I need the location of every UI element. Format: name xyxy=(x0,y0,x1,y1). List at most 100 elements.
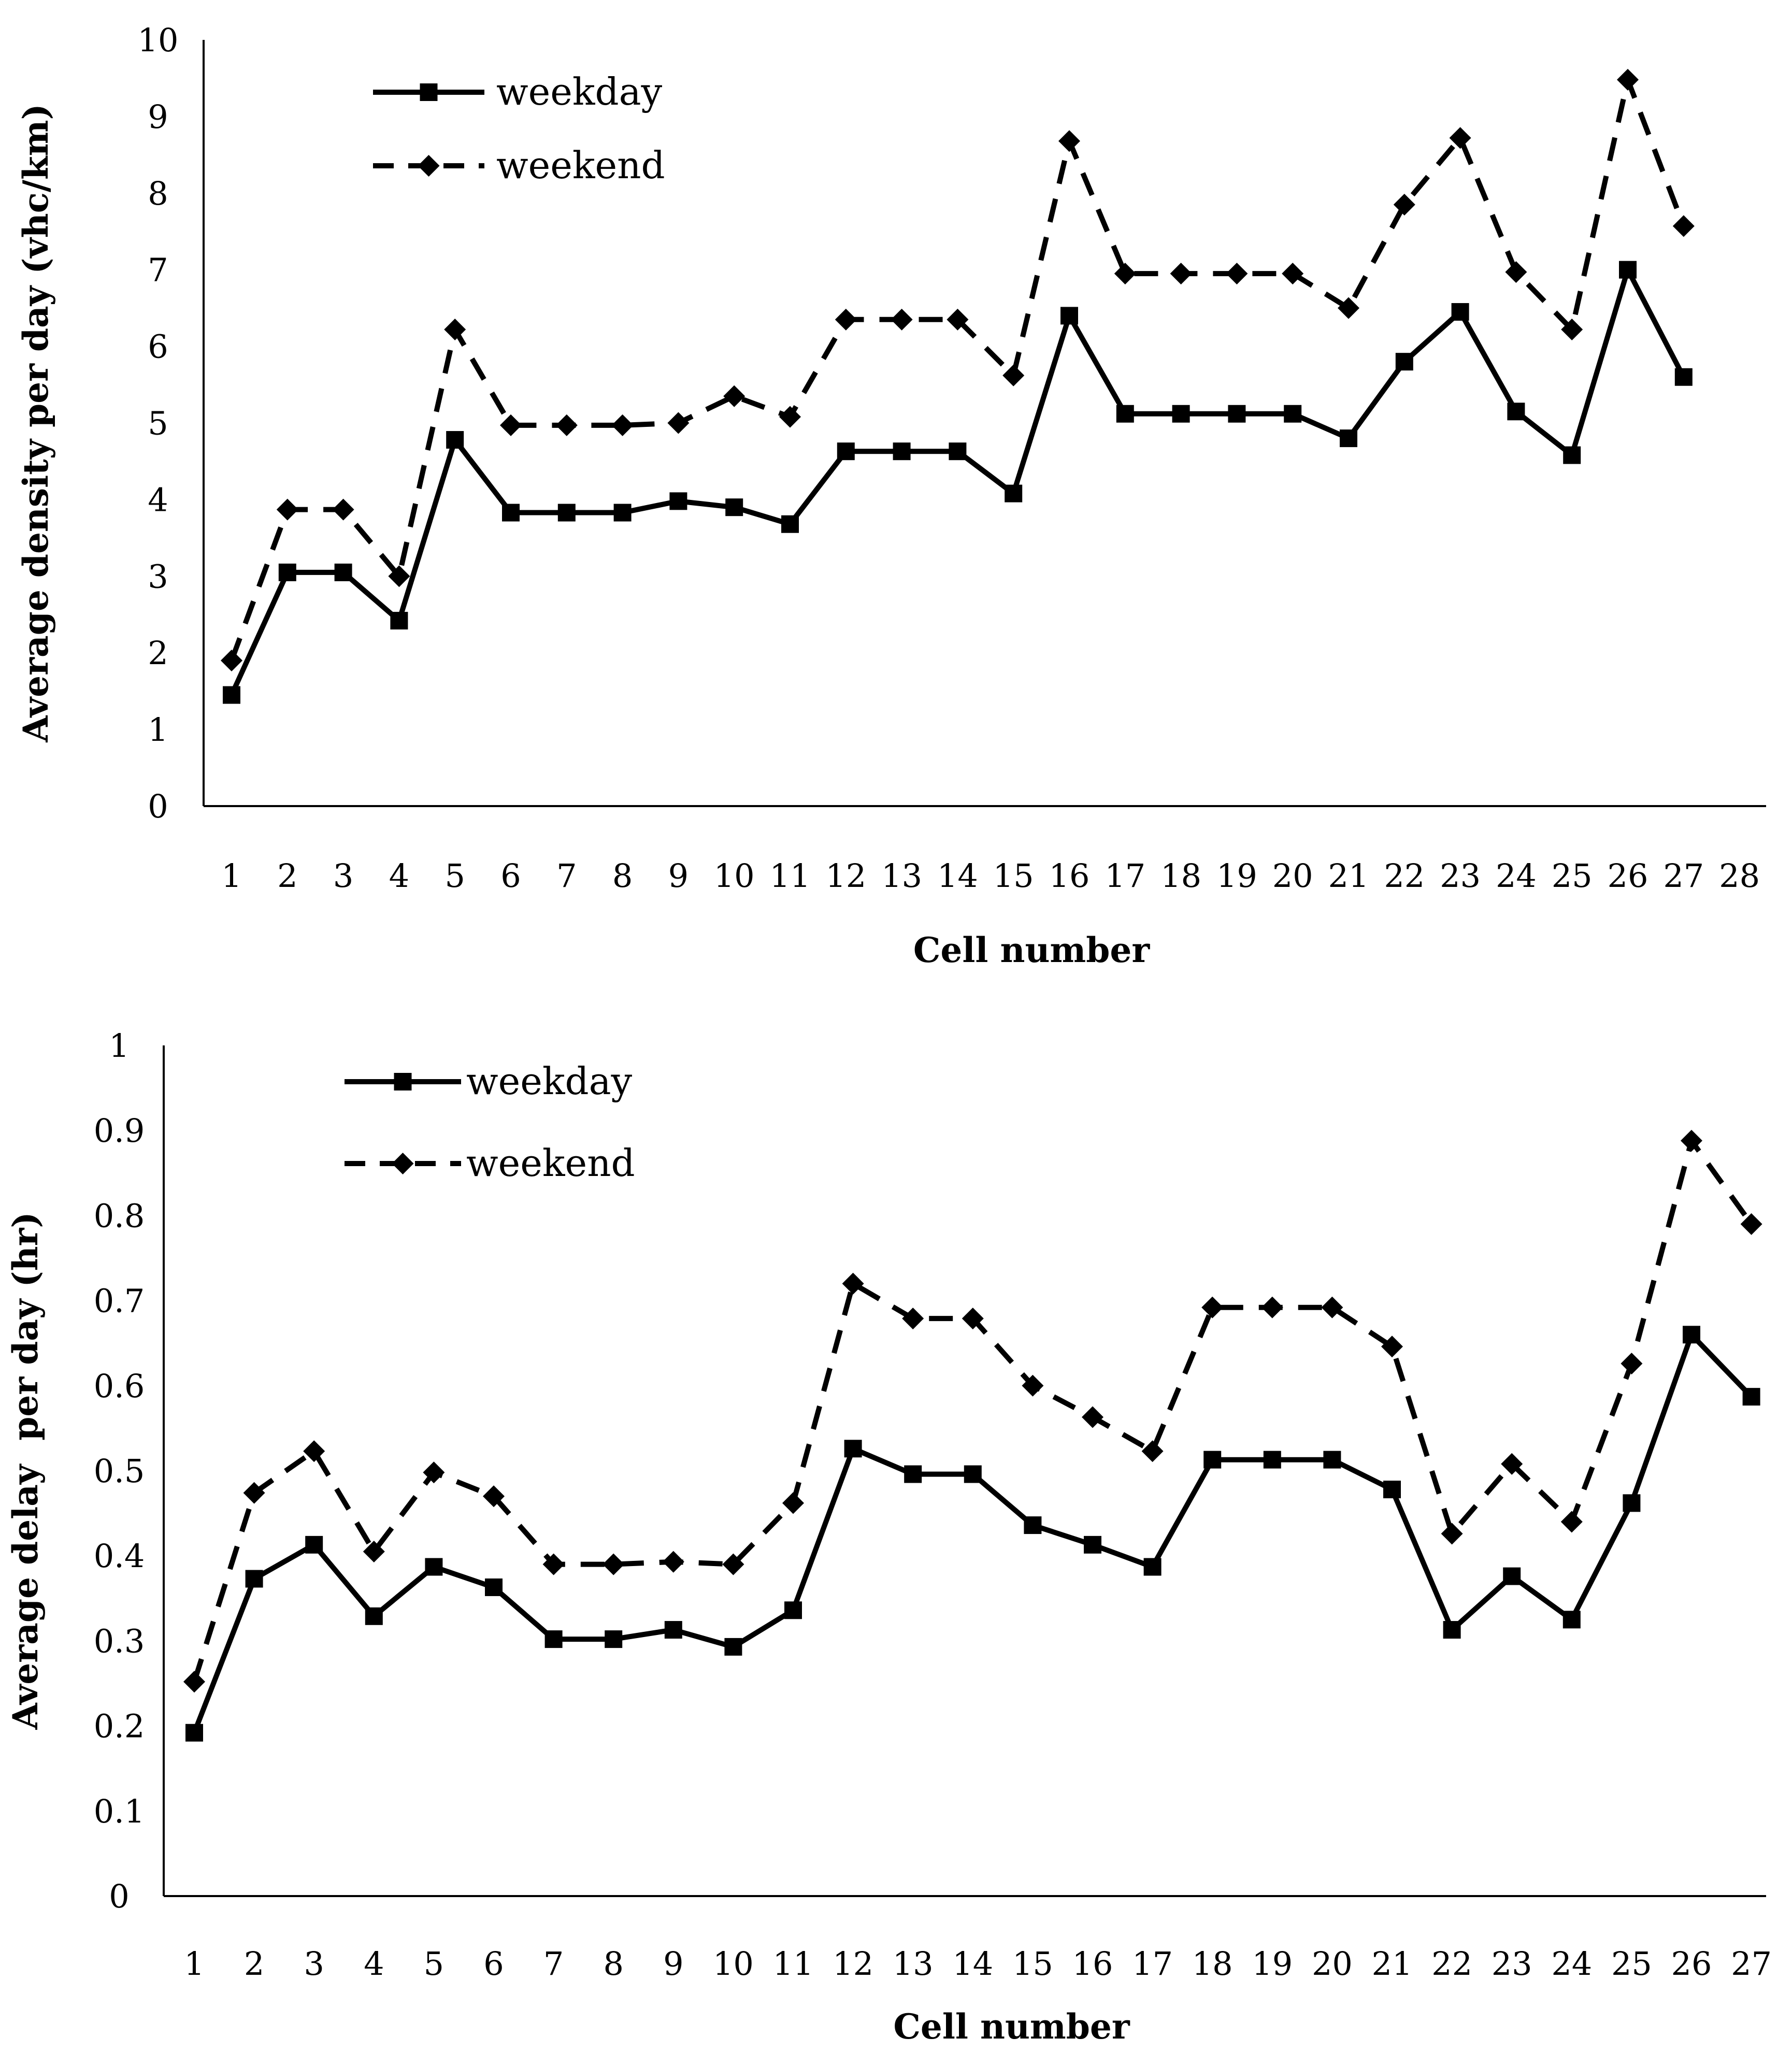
data-point-weekday xyxy=(1340,429,1357,448)
data-point-weekday xyxy=(1005,484,1023,503)
data-point-weekend xyxy=(1740,1213,1762,1235)
data-point-weekday xyxy=(185,1724,203,1742)
y-tick-label: 10 xyxy=(138,21,179,59)
data-point-weekday xyxy=(305,1536,323,1554)
x-tick-label: 15 xyxy=(993,857,1034,895)
data-point-weekend xyxy=(662,1551,684,1573)
x-tick-label: 25 xyxy=(1611,1945,1652,1983)
data-point-weekday xyxy=(1172,405,1190,423)
x-tick-label: 19 xyxy=(1252,1945,1293,1983)
data-point-weekend xyxy=(1114,263,1136,285)
data-point-weekend xyxy=(947,308,969,331)
data-point-weekend xyxy=(1058,130,1080,152)
legend-label-weekend: weekend xyxy=(466,1141,635,1185)
y-tick-label: 0.4 xyxy=(94,1537,145,1575)
x-tick-label: 10 xyxy=(713,1945,754,1983)
data-point-weekday xyxy=(844,1440,862,1458)
data-point-weekend xyxy=(1141,1440,1164,1462)
data-point-weekday xyxy=(1503,1567,1521,1585)
x-tick-label: 16 xyxy=(1072,1945,1113,1983)
x-tick-label: 22 xyxy=(1384,857,1425,895)
x-tick-label: 5 xyxy=(445,857,465,895)
data-point-weekend xyxy=(1393,193,1415,216)
data-point-weekend xyxy=(1338,297,1359,319)
x-tick-label: 7 xyxy=(556,857,577,895)
data-point-weekday xyxy=(1395,353,1413,371)
y-tick-label: 0.6 xyxy=(94,1367,145,1405)
y-tick-label: 0 xyxy=(148,787,168,825)
data-point-weekday xyxy=(1443,1621,1461,1639)
data-point-weekday xyxy=(502,504,520,522)
data-point-weekend xyxy=(500,414,522,436)
data-point-weekend xyxy=(1226,263,1248,285)
data-point-weekday xyxy=(1228,405,1246,423)
legend-label-weekday: weekday xyxy=(466,1059,632,1103)
data-point-weekday xyxy=(784,1601,802,1619)
data-point-weekend xyxy=(1201,1296,1224,1318)
data-point-weekend xyxy=(1282,263,1304,285)
x-tick-label: 1 xyxy=(221,857,241,895)
data-point-weekday xyxy=(1024,1516,1042,1534)
data-point-weekday xyxy=(278,563,296,581)
data-point-weekend xyxy=(1261,1296,1283,1318)
y-tick-label: 0.5 xyxy=(94,1452,145,1490)
data-point-weekend xyxy=(779,406,801,428)
data-point-weekday xyxy=(446,431,464,449)
data-point-weekend xyxy=(902,1308,924,1330)
data-point-weekend xyxy=(1381,1336,1403,1358)
x-tick-label: 15 xyxy=(1012,1945,1053,1983)
x-tick-label: 3 xyxy=(333,857,353,895)
data-point-weekend xyxy=(423,1461,445,1484)
data-point-weekday xyxy=(949,442,967,461)
x-tick-label: 8 xyxy=(603,1945,623,1983)
x-tick-label: 10 xyxy=(714,857,755,895)
data-point-weekday xyxy=(613,504,632,522)
delay-chart: 00.10.20.30.40.50.60.70.80.911 2 3 4 5 6 7 8 9 10… xyxy=(5,1027,1772,2047)
x-tick-label: 19 xyxy=(1216,857,1257,895)
y-tick-label: 0.1 xyxy=(94,1792,145,1830)
data-point-weekday xyxy=(1451,303,1469,321)
data-point-weekend xyxy=(1082,1406,1103,1428)
data-point-weekend xyxy=(1681,1129,1702,1152)
data-point-weekend xyxy=(722,1553,744,1575)
data-point-weekend xyxy=(1621,1353,1643,1375)
x-tick-label: 27 xyxy=(1663,857,1704,895)
data-point-weekday xyxy=(557,504,576,522)
y-axis-title: Average delay per day (hr) xyxy=(5,1212,46,1730)
y-tick-label: 0.3 xyxy=(94,1622,145,1660)
y-tick-label: 0.7 xyxy=(94,1282,145,1320)
x-tick-label: 23 xyxy=(1440,857,1481,895)
series-line-weekday xyxy=(192,1332,1754,1734)
data-point-weekend xyxy=(1501,1453,1523,1475)
data-point-weekday xyxy=(1060,307,1078,325)
y-tick-label: 6 xyxy=(148,328,168,366)
data-point-weekday xyxy=(964,1465,982,1483)
data-point-weekend xyxy=(1617,68,1639,91)
y-tick-label: 0 xyxy=(109,1877,129,1915)
data-point-weekend xyxy=(603,1553,625,1575)
data-point-weekday xyxy=(425,1558,443,1576)
y-tick-label: 1 xyxy=(109,1027,129,1065)
x-tick-label: 2 xyxy=(277,857,297,895)
x-tick-label: 4 xyxy=(364,1945,384,1983)
data-point-weekday xyxy=(1683,1326,1700,1344)
x-tick-label: 8 xyxy=(612,857,633,895)
x-tick-label: 26 xyxy=(1608,857,1648,895)
x-tick-label: 18 xyxy=(1192,1945,1233,1983)
data-point-weekday xyxy=(1323,1451,1341,1469)
data-point-weekday xyxy=(1383,1481,1401,1499)
data-point-weekday xyxy=(1507,403,1525,421)
data-point-weekend xyxy=(1449,127,1471,149)
x-tick-label: 17 xyxy=(1105,857,1145,895)
data-point-weekend xyxy=(1002,364,1025,386)
x-tick-label: 13 xyxy=(881,857,922,895)
data-point-weekday xyxy=(390,612,408,630)
x-tick-label: 12 xyxy=(833,1945,873,1983)
x-tick-label: 11 xyxy=(773,1945,814,1983)
data-point-weekend xyxy=(1321,1296,1343,1318)
x-tick-label: 4 xyxy=(389,857,409,895)
x-tick-label: 12 xyxy=(825,857,866,895)
x-tick-label: 23 xyxy=(1492,1945,1532,1983)
data-point-weekend xyxy=(1560,1511,1583,1533)
